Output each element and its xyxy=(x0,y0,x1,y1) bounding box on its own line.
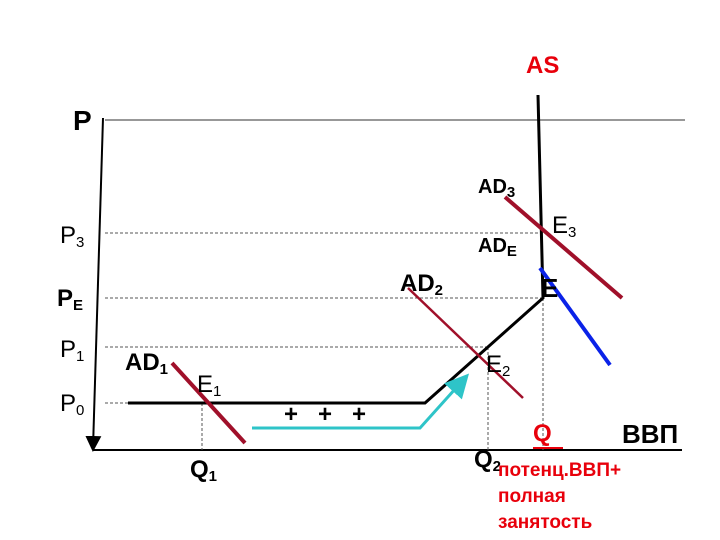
p0-label: P0 xyxy=(60,390,84,419)
main: E xyxy=(197,371,213,398)
growth-arrow xyxy=(252,373,470,430)
main: Q xyxy=(474,446,493,473)
main: P xyxy=(60,336,76,363)
main: E xyxy=(486,351,502,378)
sub: 3 xyxy=(76,234,84,251)
sub: 1 xyxy=(160,361,168,378)
ad3-curve xyxy=(503,195,624,300)
sub: 0 xyxy=(76,402,84,419)
gdp-label: ВВП xyxy=(622,419,678,449)
note-line: потенц.ВВП+ xyxy=(498,460,621,481)
p-axis-label: P xyxy=(73,105,92,136)
axes xyxy=(85,117,685,452)
ad2-label: AD2 xyxy=(400,270,443,299)
e3-label: E3 xyxy=(552,212,576,241)
e1-label: E1 xyxy=(197,371,221,400)
main: AD xyxy=(125,349,160,376)
ad3-label: AD3 xyxy=(478,176,515,201)
main: AD xyxy=(478,176,507,198)
ade-curve xyxy=(538,266,612,367)
sub: 2 xyxy=(493,458,501,475)
pe-label: PE xyxy=(57,285,83,314)
ad1-label: AD1 xyxy=(125,349,168,378)
main: Q xyxy=(190,456,209,483)
note-line: занятость xyxy=(498,512,592,533)
q-label: Q xyxy=(533,420,552,447)
q1-label: Q1 xyxy=(190,456,217,485)
sub: 1 xyxy=(209,468,217,485)
ad1-curve xyxy=(170,361,247,445)
main: AD xyxy=(478,235,507,257)
as-curve xyxy=(128,94,545,405)
p1-label: P1 xyxy=(60,336,84,365)
main: P xyxy=(60,222,76,249)
e2-label: E2 xyxy=(486,351,510,380)
sub: E xyxy=(507,243,517,260)
main: P xyxy=(60,390,76,417)
sub: 1 xyxy=(76,348,84,365)
sub: 2 xyxy=(502,363,510,380)
q2-label: Q2 xyxy=(474,446,501,475)
plus-label: + + + xyxy=(284,401,366,428)
main: E xyxy=(552,212,568,239)
sub: 2 xyxy=(435,282,443,299)
main: P xyxy=(57,285,73,312)
ad2-curve xyxy=(407,287,524,399)
note-line: полная xyxy=(498,486,566,507)
p-axis xyxy=(85,117,104,452)
sub: 3 xyxy=(568,224,576,241)
main: AD xyxy=(400,270,435,297)
e-label: E xyxy=(541,273,558,303)
guides xyxy=(105,232,544,450)
sub: E xyxy=(73,297,83,314)
ade-label: ADE xyxy=(478,235,517,260)
p3-label: P3 xyxy=(60,222,84,251)
as-label: AS xyxy=(526,52,559,79)
sub: 1 xyxy=(213,383,221,400)
sub: 3 xyxy=(507,184,515,201)
